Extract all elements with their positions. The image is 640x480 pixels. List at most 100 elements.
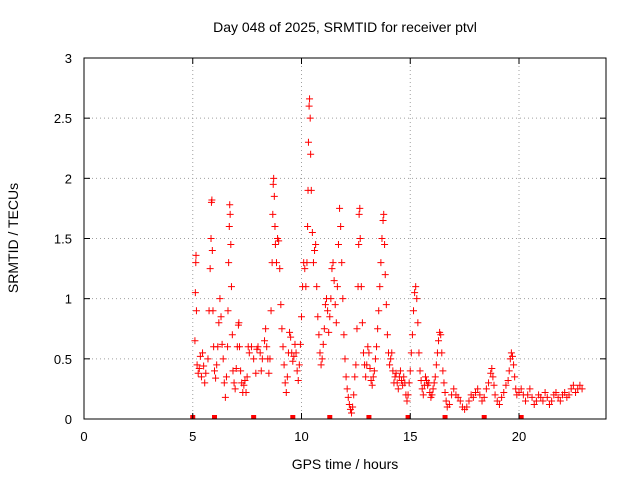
gap-marker [251,415,257,419]
data-point [279,343,287,351]
data-point [287,333,295,341]
data-point [301,265,309,273]
x-axis-ticks: 0 5 10 15 20 [80,58,526,444]
data-point [293,367,301,375]
data-point [204,355,212,363]
data-point [377,259,385,267]
gap-marker [442,415,448,419]
data-point [505,367,513,375]
data-point [271,241,279,249]
data-point [207,235,215,242]
data-point [552,389,560,397]
data-point [336,204,344,212]
data-point [493,397,501,405]
gap-marker [290,415,296,419]
data-point [196,352,204,360]
data-point [437,331,445,339]
data-point [304,138,312,146]
data-point [353,325,361,333]
data-point [206,265,214,273]
data-point [386,361,394,369]
y-tick-label: 2.5 [54,111,72,126]
data-point [296,340,304,348]
data-point [250,355,258,363]
data-point [502,381,510,389]
data-point [373,343,381,351]
data-point [237,367,245,375]
data-point [526,385,534,393]
data-point [364,343,372,351]
data-point [522,397,530,405]
data-point [341,355,349,363]
data-point [375,307,383,315]
data-point [192,307,200,315]
data-point [247,343,255,351]
data-point [216,295,224,303]
data-point [541,389,549,397]
data-point [413,295,421,303]
data-point [257,367,265,375]
data-point [554,393,562,401]
data-point [356,235,364,242]
data-point [220,379,228,387]
data-point [572,389,580,397]
data-point [340,331,348,339]
data-point [308,228,316,236]
y-tick-label: 1.5 [54,232,72,247]
data-point [370,367,378,375]
data-point [432,361,440,369]
data-point [332,319,340,327]
data-point [382,301,390,309]
data-point [403,397,411,405]
data-point [380,210,388,218]
data-point [504,376,512,384]
data-point [324,307,332,315]
data-point [280,361,288,369]
data-point [530,401,538,409]
gap-marker [481,415,487,419]
data-point [383,331,391,339]
gap-marker [212,415,217,419]
y-tick-label: 3 [65,51,72,66]
data-point [487,369,495,377]
x-tick-label: 10 [294,429,308,444]
grid-lines [84,58,606,419]
data-point [344,393,352,401]
data-point [304,222,312,230]
data-point [283,373,291,381]
y-tick-label: 0 [65,412,72,427]
data-point [267,307,275,315]
data-point [222,373,230,381]
data-point [319,340,327,348]
data-point [211,367,218,375]
data-point [463,403,471,411]
data-point [228,331,236,339]
data-point [381,241,389,249]
data-point [349,403,357,411]
data-point [269,180,277,188]
chart-title: Day 048 of 2025, SRMTID for receiver ptv… [213,19,477,35]
data-point [262,325,270,333]
data-point [227,241,235,249]
data-point [415,349,423,357]
data-point [357,283,365,291]
data-point [334,241,342,249]
data-point [408,331,416,339]
data-point [510,361,518,369]
data-point [428,391,436,399]
data-point [290,352,298,360]
data-point [476,391,484,399]
data-point [565,391,573,399]
data-point [489,373,497,381]
data-point [307,150,315,158]
data-point [548,397,556,405]
data-point [396,367,404,375]
data-point [406,367,414,375]
data-point [276,265,284,273]
x-tick-label: 0 [80,429,87,444]
data-point [474,385,482,393]
data-point [495,401,503,409]
data-point [294,376,302,384]
data-point [378,235,386,242]
y-tick-label: 1 [65,292,72,307]
